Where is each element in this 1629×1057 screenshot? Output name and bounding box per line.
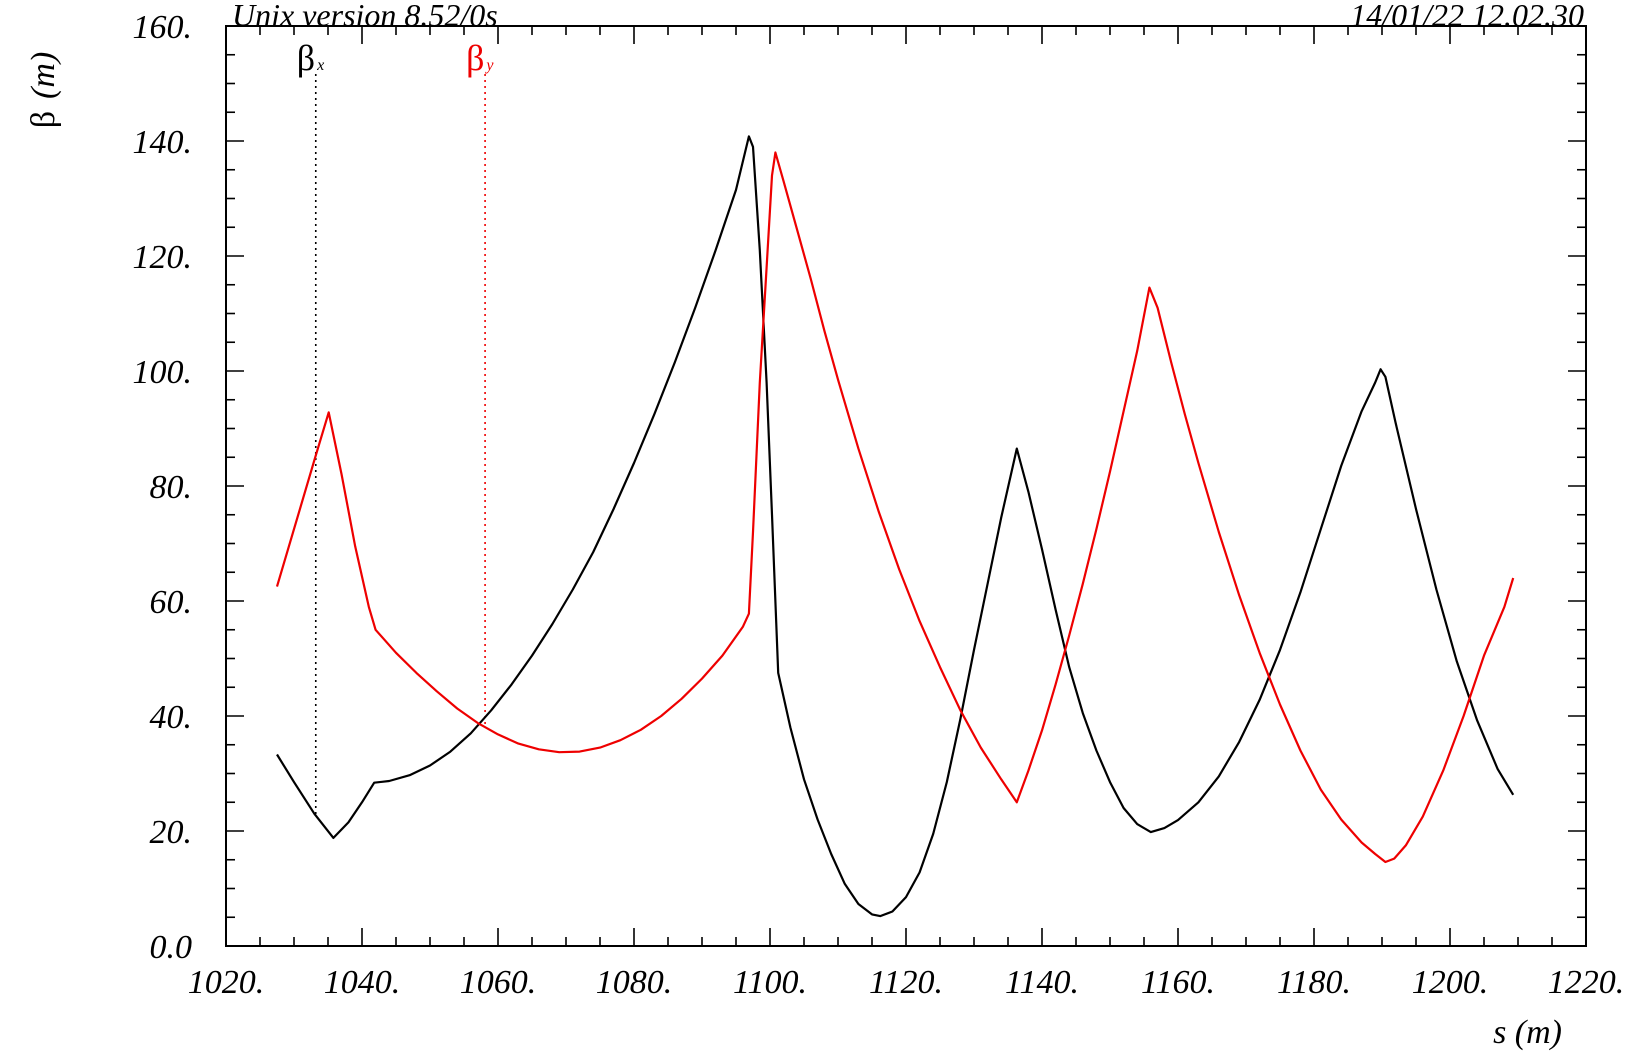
y-tick-label: 20. [150, 814, 193, 851]
legend-label-symbol: β [297, 38, 315, 78]
y-axis-title-unit: (m) [25, 52, 62, 99]
series-line [276, 135, 1515, 918]
legend-label-symbol: β [466, 38, 484, 78]
x-tick-label: 1180. [1277, 964, 1351, 1001]
x-tick-label: 1100. [733, 964, 807, 1001]
x-tick-label: 1060. [460, 964, 537, 1001]
y-tick-label: 140. [133, 124, 193, 161]
y-tick-label: 40. [150, 699, 193, 736]
y-tick-label: 100. [133, 354, 193, 391]
header-version-text: Unix version 8.52/0s [232, 0, 498, 33]
x-tick-label: 1140. [1005, 964, 1079, 1001]
legend-markers [314, 74, 486, 816]
x-tick-label: 1040. [324, 964, 401, 1001]
svg-text:β(m): β (m) [25, 52, 62, 129]
series-line [275, 151, 1515, 864]
header-timestamp-text: 14/01/22 12.02.30 [1350, 0, 1584, 33]
y-tick-label: 0.0 [150, 929, 193, 966]
series-lines [275, 135, 1515, 918]
x-tick-label: 1200. [1412, 964, 1489, 1001]
x-tick-label: 1160. [1141, 964, 1215, 1001]
y-axis-title-symbol: β [25, 111, 62, 128]
plot-frame [225, 25, 1587, 947]
x-tick-label: 1020. [188, 964, 265, 1001]
y-tick-label: 80. [150, 469, 193, 506]
x-tick-label: 1080. [596, 964, 673, 1001]
y-tick-label: 60. [150, 584, 193, 621]
x-tick-label: 1120. [869, 964, 943, 1001]
x-axis-title: s (m) [1493, 1014, 1562, 1051]
axis-ticks [225, 25, 1587, 947]
y-tick-label: 120. [133, 239, 193, 276]
x-tick-label: 1220. [1548, 964, 1625, 1001]
y-axis-title-group: β (m) [25, 52, 62, 129]
legend-label-subscript: y [484, 57, 494, 74]
y-tick-label: 160. [133, 9, 193, 46]
legend-label-subscript: x [316, 57, 324, 74]
axis-tick-labels: 1020. 1040. 1060. 1080. 1100. 1120. 1140. 1160.… [133, 9, 1625, 1001]
